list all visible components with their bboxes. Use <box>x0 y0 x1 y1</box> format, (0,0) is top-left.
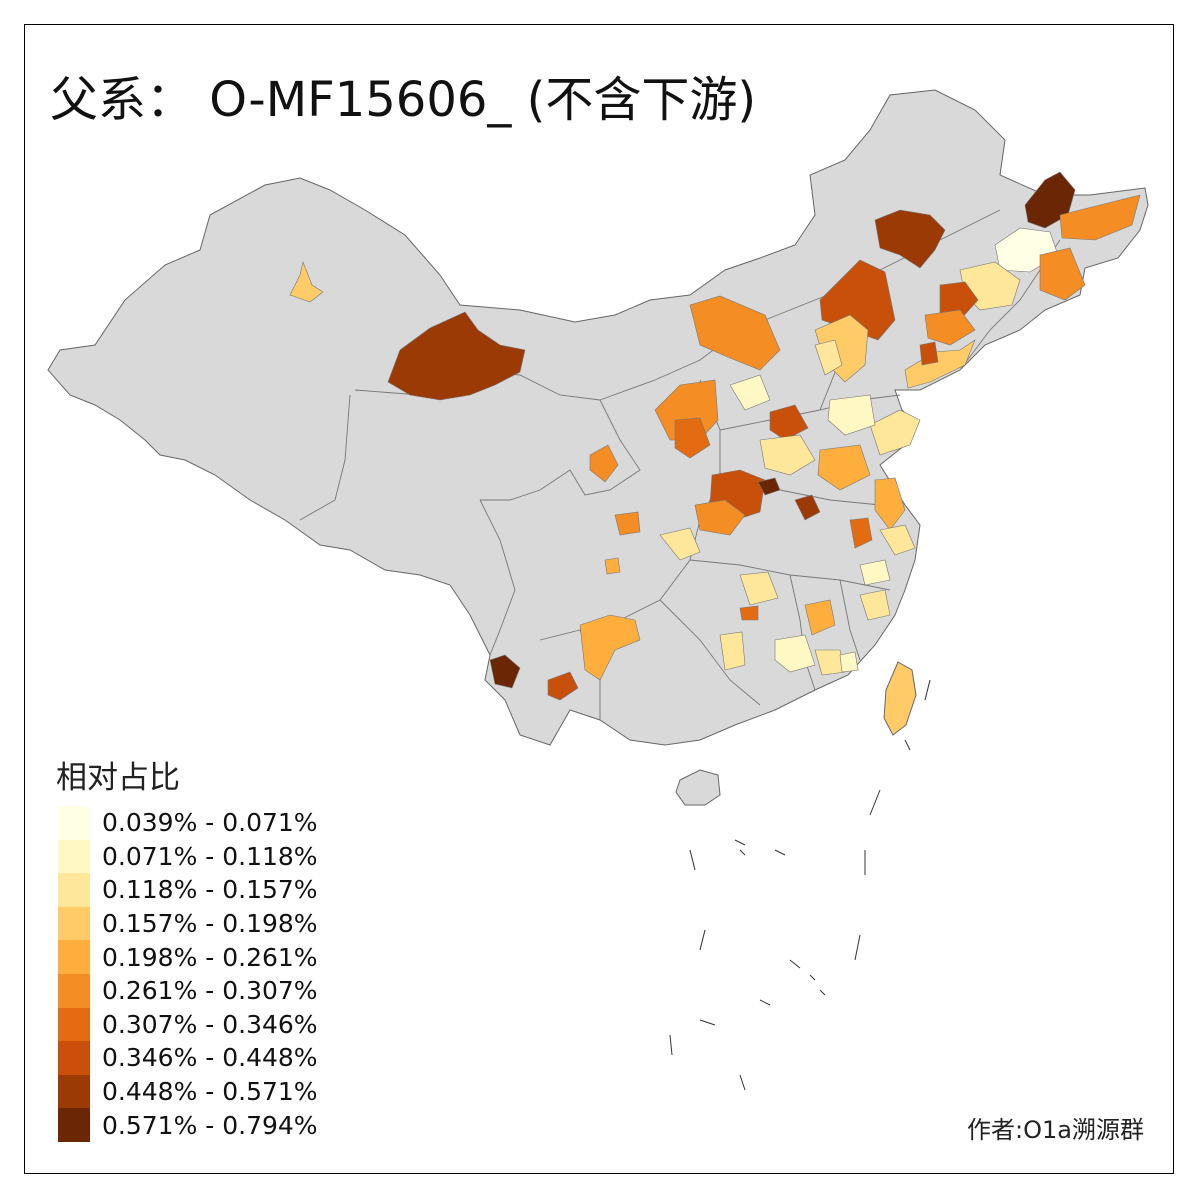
region-jiangsu-light <box>879 524 916 556</box>
colored-regions <box>289 171 1141 701</box>
region-henan-dark2 <box>757 477 781 496</box>
region-shanxi-dark <box>769 404 809 441</box>
region-gansu-light <box>729 374 771 411</box>
region-yunnan-orange <box>579 614 641 681</box>
region-guangxi-light <box>719 631 746 671</box>
region-beijing-dark <box>919 341 939 366</box>
legend-item: 0.448% - 0.571% <box>58 1074 318 1109</box>
region-hubei-light <box>739 571 779 606</box>
region-shaanxi-orange <box>694 499 746 536</box>
region-fujian-light <box>814 649 846 676</box>
legend-swatch <box>58 1041 90 1075</box>
region-shandong-light2 <box>827 394 876 436</box>
legend-item: 0.571% - 0.794% <box>58 1108 318 1142</box>
region-xinjiang-small <box>289 260 324 303</box>
region-liaoning-dark <box>939 281 979 321</box>
region-inner-light <box>814 339 843 376</box>
region-anhui-orange <box>849 517 873 549</box>
region-shandong-light <box>869 409 921 456</box>
legend-item: 0.039% - 0.071% <box>58 806 318 840</box>
legend-label: 0.307% - 0.346% <box>102 1009 318 1039</box>
region-liaoning-light <box>904 339 976 389</box>
legend-title: 相对占比 <box>56 760 180 796</box>
map-title: 父系： O-MF15606_ (不含下游) <box>50 72 757 128</box>
region-sichuan-orange <box>614 511 641 536</box>
region-xinjiang-dark <box>387 311 526 401</box>
legend-swatch <box>58 1074 90 1109</box>
region-qinghai-orange <box>589 444 619 483</box>
region-liaoning-orange <box>924 309 976 346</box>
author-credit: 作者:O1a溯源群 <box>967 1116 1144 1144</box>
region-hunan-light <box>774 634 816 673</box>
region-sichuan-light <box>659 527 701 561</box>
legend-label: 0.118% - 0.157% <box>102 875 318 905</box>
region-zhejiang-light2 <box>859 559 891 586</box>
hainan-shape <box>675 769 721 806</box>
region-jiangsu-orange <box>874 477 906 531</box>
legend-item: 0.157% - 0.198% <box>58 906 318 941</box>
region-yunnan-mid <box>547 671 579 701</box>
south-sea-islands <box>669 679 931 1091</box>
legend-swatch <box>58 839 90 874</box>
region-yunnan-dark <box>489 654 521 689</box>
legend-swatch <box>58 1108 90 1142</box>
legend-swatch <box>58 973 90 1008</box>
legend-item: 0.307% - 0.346% <box>58 1007 318 1042</box>
legend-label: 0.571% - 0.794% <box>102 1110 318 1140</box>
region-henan-orange <box>817 444 871 491</box>
legend-label: 0.448% - 0.571% <box>102 1077 318 1107</box>
region-jiangxi-orange <box>804 599 836 636</box>
legend-label: 0.071% - 0.118% <box>102 841 318 871</box>
region-zhejiang-light <box>859 589 891 621</box>
legend-swatch <box>58 906 90 941</box>
legend-label: 0.157% - 0.198% <box>102 909 318 939</box>
region-sichuan-orange2 <box>604 557 621 575</box>
legend-item: 0.198% - 0.261% <box>58 940 318 974</box>
legend-label: 0.039% - 0.071% <box>102 808 318 838</box>
taiwan-shape <box>883 661 917 736</box>
region-gansu-dark <box>674 417 711 459</box>
region-hubei-orange <box>739 605 759 621</box>
region-guangdong-light <box>839 651 859 673</box>
legend-item: 0.346% - 0.448% <box>58 1041 318 1075</box>
legend-label: 0.346% - 0.448% <box>102 1043 318 1073</box>
region-heilongjiang-dark <box>1024 171 1076 229</box>
region-heilongjiang-orange <box>1059 194 1141 241</box>
legend-swatch <box>58 806 90 840</box>
legend: 0.039% - 0.071% 0.071% - 0.118% 0.118% -… <box>58 806 318 1142</box>
region-nei-dark <box>874 209 946 269</box>
legend-label: 0.198% - 0.261% <box>102 942 318 972</box>
legend-swatch <box>58 873 90 907</box>
region-henan-dark <box>794 494 821 521</box>
legend-item: 0.261% - 0.307% <box>58 973 318 1008</box>
region-jilin-orange <box>1039 247 1086 301</box>
region-ningxia-orange <box>689 295 781 371</box>
region-shanxi-light <box>759 434 816 476</box>
legend-swatch <box>58 940 90 974</box>
legend-label: 0.261% - 0.307% <box>102 976 318 1006</box>
legend-item: 0.071% - 0.118% <box>58 839 318 874</box>
legend-swatch <box>58 1007 90 1042</box>
legend-item: 0.118% - 0.157% <box>58 873 318 907</box>
